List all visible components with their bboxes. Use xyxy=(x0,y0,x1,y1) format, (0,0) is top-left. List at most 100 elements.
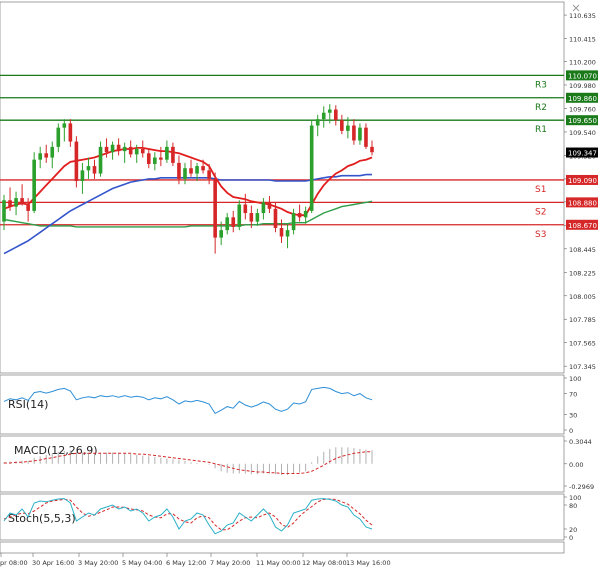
candle-body xyxy=(159,157,163,160)
candle-body xyxy=(195,166,199,174)
price-tick-label: 108.445 xyxy=(569,246,596,254)
level-price-box xyxy=(566,197,598,208)
candle-body xyxy=(303,210,308,218)
candle-body xyxy=(297,213,302,218)
candle xyxy=(68,119,73,147)
indicator-tick-label: -0.2969 xyxy=(569,483,594,491)
level-price-label: 110.070 xyxy=(568,72,597,80)
candle xyxy=(231,210,236,233)
price-tick-label: 110.415 xyxy=(569,36,596,44)
candle-body xyxy=(171,146,175,163)
level-name-r2: R2 xyxy=(535,103,547,113)
candle xyxy=(285,223,290,249)
candle xyxy=(303,206,308,224)
candle-body xyxy=(255,213,260,222)
candle-body xyxy=(346,125,350,131)
candle-body xyxy=(38,153,43,160)
candle-body xyxy=(213,178,217,238)
level-price-box xyxy=(566,70,598,81)
candle xyxy=(297,204,302,222)
candle xyxy=(370,140,374,156)
candle-body xyxy=(2,200,6,222)
candle-body xyxy=(110,144,115,153)
ema-long-line xyxy=(3,200,373,228)
candle xyxy=(195,162,199,182)
candle-body xyxy=(86,166,91,171)
candle-body xyxy=(153,157,157,164)
close-icon[interactable] xyxy=(571,3,581,13)
candle-body xyxy=(327,109,332,113)
candle xyxy=(62,119,67,142)
candle xyxy=(213,172,217,254)
candle-body xyxy=(370,146,374,153)
price-tick-label: 107.565 xyxy=(569,340,596,348)
level-price-label: 109.860 xyxy=(568,95,597,103)
candle-body xyxy=(201,166,205,171)
price-axis: 110.635 110.415 110.200 109.980 109.760 109.5… xyxy=(564,12,596,371)
candle xyxy=(346,116,350,139)
stoch-panel-frame xyxy=(0,493,565,541)
time-tick-label: 12 May 08:00 xyxy=(302,559,347,567)
candle xyxy=(207,163,211,185)
candle-body xyxy=(249,213,254,222)
candle-body xyxy=(340,120,344,131)
candle xyxy=(159,146,163,167)
candle-body xyxy=(68,123,73,142)
candle xyxy=(340,114,344,135)
candle-body xyxy=(50,146,55,158)
candle xyxy=(110,141,115,160)
candle-body xyxy=(104,146,109,153)
candle-body xyxy=(273,208,278,228)
candle xyxy=(183,162,187,185)
candle-body xyxy=(225,217,230,231)
candle xyxy=(255,208,260,226)
candle xyxy=(189,159,193,177)
indicator-tick-label: 70 xyxy=(569,391,577,399)
candle-body xyxy=(44,153,49,158)
candle xyxy=(249,205,254,228)
candle xyxy=(225,213,230,235)
indicator-tick-label: 80 xyxy=(569,502,577,510)
level-name-r1: R1 xyxy=(535,125,547,135)
candle xyxy=(56,123,61,153)
level-price-box xyxy=(566,92,598,103)
time-axis: pr 08:00 30 Apr 16:00 3 May 20:00 5 May 04:… xyxy=(0,553,391,567)
level-price-box xyxy=(566,219,598,230)
candle-body xyxy=(74,141,79,182)
candle xyxy=(146,149,151,169)
current-price-label: 109.347 xyxy=(568,150,597,158)
candle xyxy=(20,184,24,206)
candle-body xyxy=(267,202,272,209)
candle xyxy=(261,198,266,220)
candle xyxy=(50,141,55,169)
candle-body xyxy=(261,202,266,214)
level-name-r3: R3 xyxy=(535,80,547,90)
price-panel-frame xyxy=(0,1,565,374)
level-price-label: 109.650 xyxy=(568,117,597,125)
candle-body xyxy=(80,170,85,182)
indicator-tick-label: 0 xyxy=(569,427,573,435)
candle-body xyxy=(321,112,326,120)
candle xyxy=(134,144,139,163)
level-name-s2: S2 xyxy=(535,207,546,217)
level-price-label: 108.880 xyxy=(568,199,597,207)
candle-body xyxy=(56,127,61,147)
candle xyxy=(315,114,320,137)
candle xyxy=(32,152,36,214)
time-tick-label: 30 Apr 16:00 xyxy=(32,559,74,567)
candle xyxy=(8,187,12,211)
candle-body xyxy=(14,198,18,207)
candle-body xyxy=(364,127,368,147)
candle-body xyxy=(8,200,12,207)
candle-body xyxy=(231,217,236,227)
price-tick-label: 108.005 xyxy=(569,293,596,301)
candle xyxy=(14,191,18,216)
candle-body xyxy=(62,123,67,128)
candle xyxy=(321,106,326,128)
rsi-line xyxy=(3,386,373,415)
candle xyxy=(44,144,49,163)
candle-body xyxy=(291,213,296,231)
candle xyxy=(122,142,127,163)
rsi-label: RSI(14) xyxy=(8,398,48,411)
